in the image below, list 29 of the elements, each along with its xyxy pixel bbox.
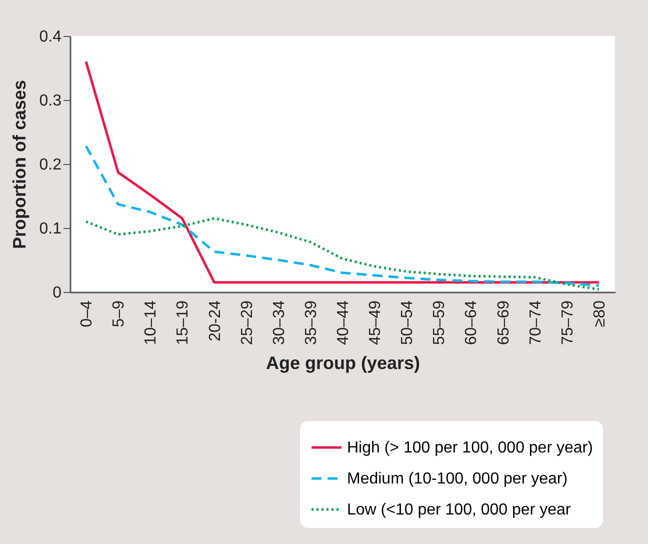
x-tick-label: 15–19 — [174, 300, 192, 345]
x-axis-title: Age group (years) — [266, 352, 420, 373]
x-tick-label: ≥80 — [591, 300, 608, 328]
legend-label: High (> 100 per 100, 000 per year) — [347, 440, 593, 456]
x-tick-label: 60–64 — [463, 300, 480, 345]
legend-label: Medium (10-100, 000 per year) — [347, 470, 568, 488]
x-tick-label: 70–74 — [527, 300, 544, 345]
y-tick-label: 0 — [52, 284, 62, 302]
x-tick-label: 45–49 — [367, 300, 384, 345]
legend-label: Low (<10 per 100, 000 per year — [347, 502, 572, 518]
x-tick-label: 75–79 — [559, 300, 576, 345]
x-tick-label: 40–44 — [335, 300, 352, 345]
x-tick-label: 0–4 — [78, 300, 96, 328]
x-tick-label: 20-24 — [206, 300, 224, 342]
x-tick-label: 30–34 — [270, 300, 288, 345]
y-tick-label: 0.2 — [39, 156, 62, 174]
line-series — [84, 144, 600, 287]
y-axis-title: Proportion of cases — [9, 80, 30, 250]
x-tick-label: 50–54 — [399, 300, 416, 345]
y-tick-label: 0.1 — [39, 220, 62, 238]
x-tick-label: 55–59 — [431, 300, 448, 345]
x-tick-label: 10–14 — [142, 300, 160, 345]
y-tick-label: 0.3 — [39, 92, 62, 110]
x-tick-label: 35–39 — [302, 300, 320, 345]
x-tick-label: 65–69 — [495, 300, 512, 345]
x-tick-label: 25–29 — [238, 300, 256, 345]
y-tick-label: 0.4 — [39, 28, 62, 46]
line-series — [84, 217, 600, 291]
x-tick-label: 5–9 — [110, 300, 128, 328]
